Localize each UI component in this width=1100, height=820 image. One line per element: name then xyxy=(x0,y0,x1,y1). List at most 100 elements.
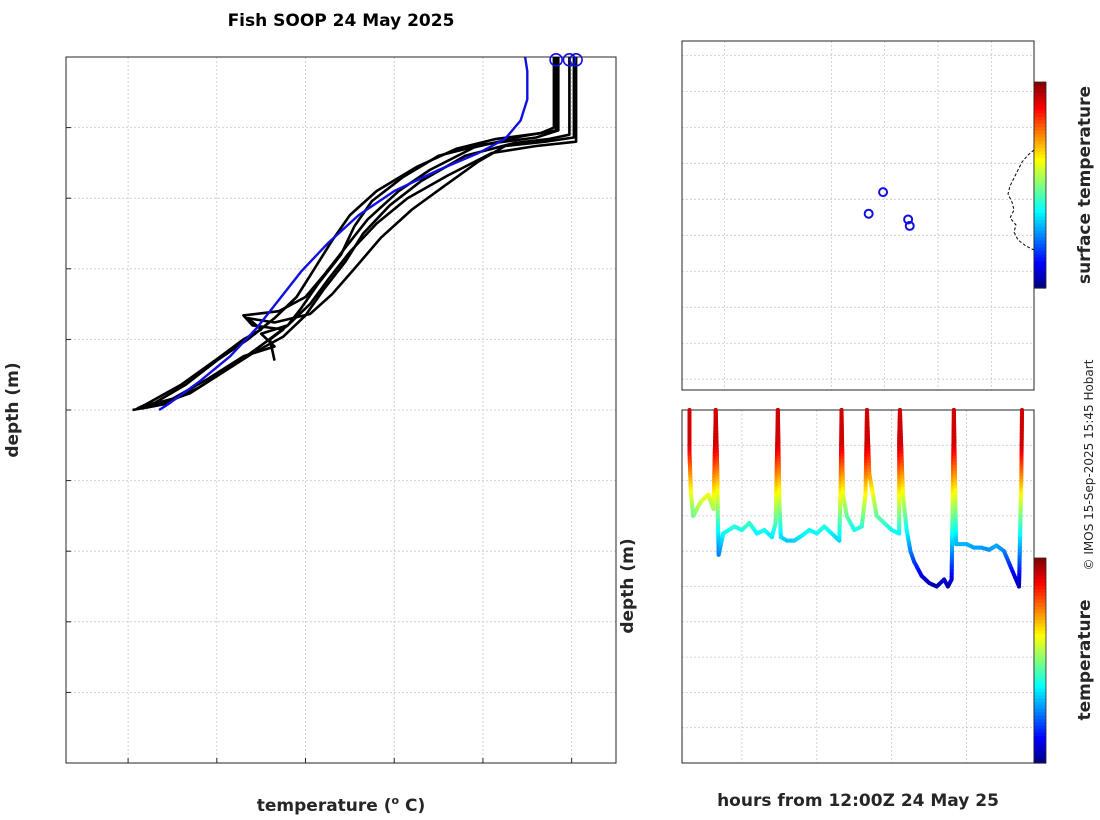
colorbar-segment xyxy=(1034,739,1046,744)
colorbar-segment xyxy=(1034,236,1046,241)
colorbar-segment xyxy=(1034,167,1046,172)
surface-temperature-label: surface temperature xyxy=(1075,86,1095,284)
colorbar-segment xyxy=(1034,284,1046,289)
colorbar-segment xyxy=(1034,82,1046,87)
colorbar-segment xyxy=(1034,222,1046,227)
colorbar-segment xyxy=(1034,698,1046,703)
colorbar-segment xyxy=(1034,185,1046,190)
colorbar-segment xyxy=(1034,99,1046,104)
colorbar-segment xyxy=(1034,715,1046,720)
colorbar-segment xyxy=(1034,663,1046,668)
colorbar-segment xyxy=(1034,609,1046,614)
colorbar-segment xyxy=(1034,119,1046,124)
map-point xyxy=(903,214,914,225)
colorbar-segment xyxy=(1034,277,1046,282)
colorbar-segment xyxy=(1034,670,1046,675)
colorbar-segment xyxy=(1034,274,1046,279)
colorbar-segment xyxy=(1034,212,1046,217)
colorbar-segment xyxy=(1034,657,1046,662)
surface-temperature-colorbar xyxy=(1033,81,1047,289)
colorbar-segment xyxy=(1034,246,1046,251)
colorbar-segment xyxy=(1034,219,1046,224)
colorbar-segment xyxy=(1034,735,1046,740)
colorbar-segment xyxy=(1034,581,1046,586)
colorbar-segment xyxy=(1034,171,1046,176)
colorbar-segment xyxy=(1034,233,1046,238)
colorbar-segment xyxy=(1034,150,1046,155)
colorbar-segment xyxy=(1034,140,1046,145)
colorbar-segment xyxy=(1034,681,1046,686)
y-axis-label: depth (m) xyxy=(3,362,23,457)
time-depth-grid xyxy=(682,409,1034,764)
colorbar-segment xyxy=(1034,660,1046,665)
colorbar-segment xyxy=(1034,181,1046,186)
colorbar-segment xyxy=(1034,239,1046,244)
colorbar-segment xyxy=(1034,667,1046,672)
map-grid xyxy=(682,41,1034,390)
colorbar-segment xyxy=(1034,160,1046,165)
colorbar-segment xyxy=(1034,643,1046,648)
colorbar-segment xyxy=(1034,756,1046,761)
colorbar-segment xyxy=(1034,106,1046,111)
colorbar-segment xyxy=(1034,112,1046,117)
temperature-colorbar-label: temperature xyxy=(1075,599,1095,720)
colorbar-segment xyxy=(1034,629,1046,634)
colorbar-segment xyxy=(1034,260,1046,265)
colorbar-segment xyxy=(1034,109,1046,114)
surface-markers xyxy=(549,53,583,67)
colorbar-segment xyxy=(1034,711,1046,716)
profile-lines xyxy=(132,56,578,412)
colorbar-segment xyxy=(1034,752,1046,757)
colorbar-segment xyxy=(1034,558,1046,563)
colorbar-segment xyxy=(1034,749,1046,754)
colorbar-segment xyxy=(1034,575,1046,580)
colorbar-segment xyxy=(1034,154,1046,159)
colorbar-segment xyxy=(1034,164,1046,169)
colorbar-segment xyxy=(1034,732,1046,737)
colorbar-frame xyxy=(1033,557,1047,764)
colorbar-segment xyxy=(1034,250,1046,255)
colorbar-segment xyxy=(1034,694,1046,699)
colorbar-segment xyxy=(1034,178,1046,183)
colorbar-segment xyxy=(1034,602,1046,607)
profile-line xyxy=(141,57,560,409)
credit-text: © IMOS 15-Sep-2025 15:45 Hobart xyxy=(1082,359,1096,570)
time-depth-y-label: depth (m) xyxy=(618,538,638,633)
colorbar-segment xyxy=(1034,677,1046,682)
colorbar-segment xyxy=(1034,619,1046,624)
colorbar-segment xyxy=(1034,229,1046,234)
colorbar-segment xyxy=(1034,267,1046,272)
colorbar-segment xyxy=(1034,691,1046,696)
temperature-colorbar xyxy=(1033,557,1047,764)
colorbar-segment xyxy=(1034,157,1046,162)
colorbar-segment xyxy=(1034,674,1046,679)
map-point xyxy=(863,208,874,219)
colorbar-segment xyxy=(1034,708,1046,713)
colorbar-segment xyxy=(1034,253,1046,258)
colorbar-segment xyxy=(1034,704,1046,709)
colorbar-segment xyxy=(1034,270,1046,275)
colorbar-segment xyxy=(1034,191,1046,196)
colorbar-segment xyxy=(1034,95,1046,100)
colorbar-segment xyxy=(1034,578,1046,583)
colorbar-segment xyxy=(1034,133,1046,138)
colorbar-segment xyxy=(1034,123,1046,128)
colorbar-segment xyxy=(1034,687,1046,692)
colorbar-segment xyxy=(1034,592,1046,597)
colorbar-segment xyxy=(1034,646,1046,651)
map-point xyxy=(878,187,889,198)
colorbar-segment xyxy=(1034,742,1046,747)
chart-title: Fish SOOP 24 May 2025 xyxy=(228,11,455,31)
profile-line xyxy=(136,57,556,410)
colorbar-segment xyxy=(1034,568,1046,573)
surface-marker xyxy=(569,53,583,67)
colorbar-segment xyxy=(1034,564,1046,569)
colorbar-segment xyxy=(1034,136,1046,141)
colorbar-segment xyxy=(1034,263,1046,268)
colorbar-segment xyxy=(1034,684,1046,689)
colorbar-segment xyxy=(1034,616,1046,621)
profile-grid xyxy=(66,56,616,764)
colorbar-segment xyxy=(1034,650,1046,655)
colorbar-segment xyxy=(1034,725,1046,730)
colorbar-segment xyxy=(1034,198,1046,203)
